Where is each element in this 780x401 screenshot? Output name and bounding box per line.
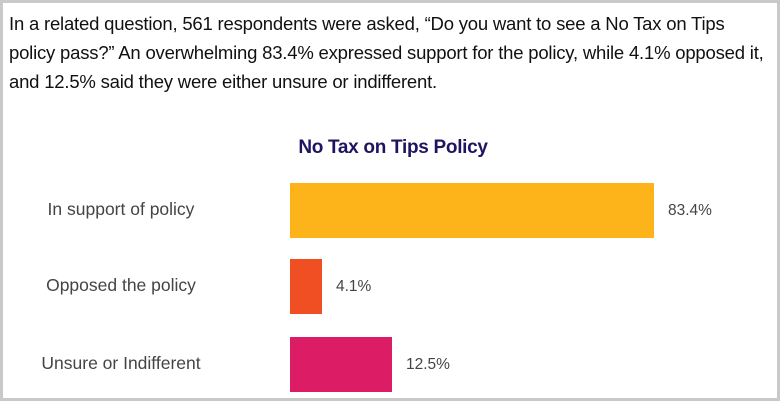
value-label: 83.4% xyxy=(668,202,712,219)
category-label: Opposed the policy xyxy=(46,275,196,295)
value-label: 12.5% xyxy=(406,356,450,373)
category-label: Unsure or Indifferent xyxy=(41,353,201,373)
value-label: 4.1% xyxy=(336,278,372,295)
bar xyxy=(290,337,392,392)
chart-title: No Tax on Tips Policy xyxy=(298,137,488,158)
intro-paragraph: In a related question, 561 respondents w… xyxy=(9,13,764,92)
bar xyxy=(290,259,322,314)
bar xyxy=(290,183,654,238)
category-label: In support of policy xyxy=(47,199,195,219)
